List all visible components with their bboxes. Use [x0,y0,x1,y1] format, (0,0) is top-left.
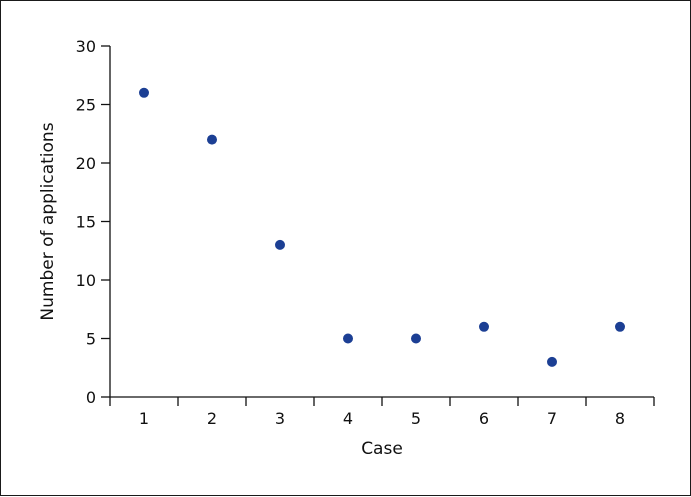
data-point [547,356,557,367]
data-point [615,321,625,332]
y-tick-label: 5 [86,330,96,349]
data-point [343,333,353,344]
data-point [275,239,285,250]
data-point [411,333,421,344]
x-tick-label: 5 [411,409,421,428]
y-tick-label: 25 [76,96,96,115]
y-tick-label: 20 [76,154,96,173]
y-axis: 0 5 10 15 20 25 30 [76,37,111,407]
data-point [207,134,217,145]
x-tick-label: 8 [615,409,625,428]
x-tick-label: 2 [207,409,217,428]
x-tick-label: 4 [343,409,353,428]
y-tick-label: 0 [86,388,96,407]
data-point [139,87,149,98]
y-axis-title: Number of applications [38,122,58,320]
x-tick-label: 6 [479,409,489,428]
data-point [479,321,489,332]
y-tick-label: 15 [76,213,96,232]
y-tick-label: 30 [76,37,96,56]
x-axis: 1 2 3 4 5 6 7 8 [109,396,655,428]
data-points [139,87,625,367]
x-tick-label: 7 [547,409,557,428]
x-tick-label: 3 [275,409,285,428]
x-axis-title: Case [361,439,403,459]
x-tick-label: 1 [139,409,149,428]
y-tick-label: 10 [76,271,96,290]
